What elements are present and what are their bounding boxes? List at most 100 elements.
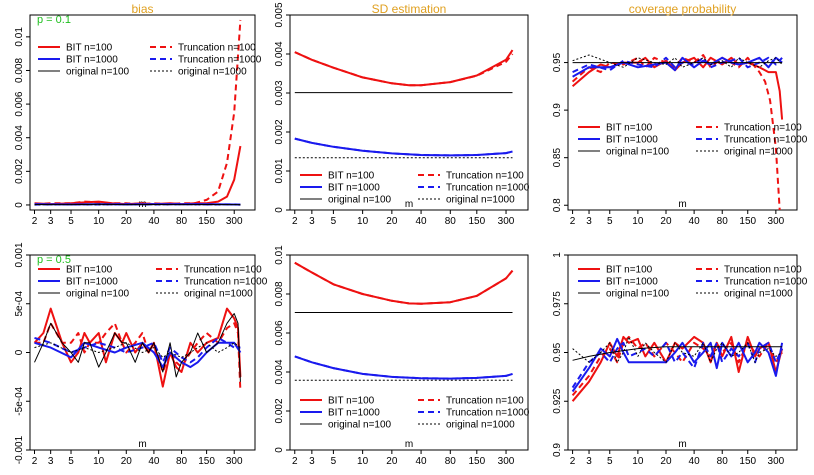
legend-label: BIT n=100 (328, 396, 375, 407)
legend-label: Truncation n=1000 (446, 183, 530, 194)
x-tick-label: 40 (148, 456, 160, 467)
x-tick-label: 20 (660, 216, 672, 227)
y-tick-label: 0.008 (14, 58, 25, 83)
x-tick-label: 10 (357, 456, 369, 467)
x-tick-label: 3 (586, 216, 592, 227)
x-tick-label: 5 (68, 216, 74, 227)
legend-label: Truncation n=1000 (724, 135, 808, 146)
y-tick-label: 0.9 (552, 443, 563, 457)
y-tick-label: 0.01 (274, 245, 285, 265)
panel-p01_cov: coverage probability 0.8 0.85 0.9 0.95 2 3 5 10 2… (552, 2, 808, 227)
y-tick-label: 0.002 (274, 398, 285, 423)
legend-label: Truncation n=100 (724, 123, 802, 134)
x-tick-label: 20 (121, 456, 133, 467)
x-tick-label: 2 (570, 216, 576, 227)
y-tick-label: -5e-04 (14, 386, 25, 415)
series-line-truncation-n-100 (571, 54, 781, 210)
series-line-truncation-n-100 (294, 261, 514, 305)
x-tick-label: 2 (32, 216, 38, 227)
legend-label: BIT n=100 (606, 265, 653, 276)
series-line-bit-n-100 (34, 145, 242, 206)
panel-title: coverage probability (629, 2, 736, 16)
y-tick-label: 0.003 (274, 80, 285, 105)
x-tick-label: 2 (292, 456, 298, 467)
x-tick-label: 150 (739, 216, 756, 227)
y-tick-label: 5e-04 (14, 291, 25, 317)
y-tick-label: 0.002 (274, 119, 285, 144)
y-tick-label: 0 (14, 202, 25, 208)
x-tick-label: 5 (607, 456, 613, 467)
p-label: p = 0.1 (37, 14, 71, 26)
x-axis-label: m (678, 439, 686, 450)
series-line-bit-n-1000 (572, 56, 783, 78)
plot-frame (289, 254, 529, 451)
x-tick-label: 10 (632, 216, 644, 227)
x-tick-label: 10 (357, 216, 369, 227)
x-tick-label: 10 (632, 456, 644, 467)
legend-label: original n=1000 (724, 289, 793, 300)
legend-label: BIT n=1000 (606, 277, 658, 288)
series-line-bit-n-1000 (294, 137, 513, 157)
legend-label: original n=1000 (178, 67, 247, 78)
x-tick-label: 80 (717, 216, 729, 227)
x-axis-label: m (138, 439, 146, 450)
series-line-truncation-n-100 (34, 19, 242, 206)
y-tick-label: 0.001 (274, 158, 285, 183)
series-line-original-n-1000 (572, 54, 783, 68)
x-axis-label: m (678, 199, 686, 210)
panel-p05_cov: 0.9 0.925 0.95 0.975 1 2 3 5 10 20 40 80 150 300 m BIT … (552, 252, 808, 467)
x-tick-label: 20 (386, 456, 398, 467)
x-tick-label: 2 (292, 216, 298, 227)
series-line-bit-n-100 (294, 49, 514, 87)
legend-label: original n=100 (66, 289, 130, 300)
legend-label: original n=100 (606, 289, 670, 300)
series-line-original-n-1000 (34, 342, 241, 358)
x-tick-label: 80 (176, 216, 188, 227)
y-tick-label: 0.006 (14, 91, 25, 116)
legend-label: Truncation n=1000 (184, 277, 268, 288)
x-tick-label: 3 (586, 456, 592, 467)
legend-label: BIT n=100 (66, 43, 113, 54)
x-tick-label: 300 (498, 456, 515, 467)
series-line-bit-n-100 (294, 261, 514, 305)
legend-label: Truncation n=100 (446, 396, 524, 407)
p-label: p = 0.5 (37, 254, 71, 266)
x-tick-label: 300 (226, 456, 243, 467)
x-tick-label: 40 (689, 456, 701, 467)
y-tick-label: 0.8 (552, 198, 563, 212)
legend-label: Truncation n=100 (178, 43, 256, 54)
legend-label: BIT n=100 (606, 123, 653, 134)
x-tick-label: 10 (93, 456, 105, 467)
panel-title: bias (131, 2, 153, 16)
series-line-bit-n-100 (33, 307, 242, 388)
x-tick-label: 20 (386, 216, 398, 227)
y-tick-label: 0.001 (14, 242, 25, 267)
series-line-truncation-n-1000 (294, 355, 513, 380)
x-axis-label: m (405, 199, 413, 210)
series-line-bit-n-1000 (571, 337, 784, 393)
series-line-original-n-1000 (572, 336, 783, 363)
y-tick-label: 0.004 (274, 359, 285, 384)
y-tick-label: 0.925 (552, 388, 563, 413)
y-tick-label: 1 (552, 252, 563, 258)
series-line-truncation-n-100 (571, 335, 783, 397)
legend-label: original n=1000 (184, 289, 253, 300)
x-tick-label: 40 (416, 456, 428, 467)
x-tick-label: 300 (768, 456, 785, 467)
x-tick-label: 3 (309, 216, 315, 227)
panel-title: SD estimation (372, 2, 447, 16)
x-tick-label: 300 (768, 216, 785, 227)
x-tick-label: 20 (121, 216, 133, 227)
x-tick-label: 3 (48, 456, 54, 467)
legend-label: BIT n=100 (66, 265, 113, 276)
x-tick-label: 5 (68, 456, 74, 467)
y-tick-label: 0.95 (552, 342, 563, 362)
x-tick-label: 3 (48, 216, 54, 227)
y-tick-label: 0.002 (14, 158, 25, 183)
x-tick-label: 150 (468, 456, 485, 467)
x-tick-label: 80 (445, 216, 457, 227)
x-tick-label: 3 (309, 456, 315, 467)
y-tick-label: 0.01 (14, 27, 25, 47)
x-tick-label: 2 (32, 456, 38, 467)
series-line-truncation-n-100 (34, 322, 242, 392)
